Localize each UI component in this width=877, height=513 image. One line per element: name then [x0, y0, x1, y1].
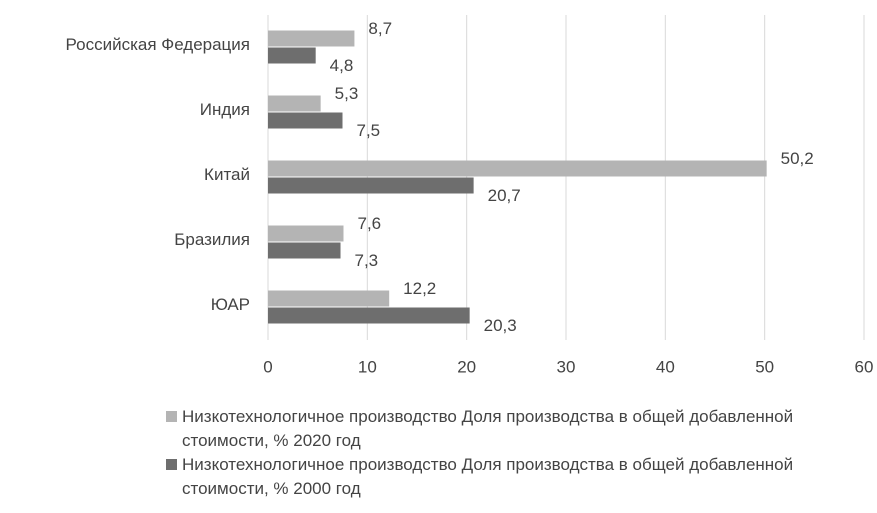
x-tick-label: 0 [263, 357, 272, 376]
data-label: 5,3 [335, 84, 359, 103]
legend-swatch [166, 459, 177, 470]
bar [268, 95, 321, 112]
legend-label: Низкотехнологичное производство Доля про… [182, 407, 794, 450]
y-tick-label: Китай [204, 165, 250, 184]
legend: Низкотехнологичное производство Доля про… [166, 405, 796, 501]
data-label: 20,3 [484, 316, 517, 335]
x-tick-label: 60 [855, 357, 874, 376]
plot: 0 10 20 30 40 50 60 Российская Федерация 8,7 4,8 И… [66, 15, 874, 376]
x-tick-label: 30 [557, 357, 576, 376]
legend-label: Низкотехнологичное производство Доля про… [182, 455, 794, 498]
bar [268, 242, 341, 259]
bar [268, 30, 355, 47]
x-tick-label: 40 [656, 357, 675, 376]
bar [268, 225, 344, 242]
y-tick-label: Индия [200, 100, 250, 119]
y-tick-label: Бразилия [174, 230, 250, 249]
bar [268, 307, 470, 324]
y-tick-label: ЮАР [211, 295, 250, 314]
y-tick-label: Российская Федерация [66, 35, 250, 54]
data-label: 8,7 [368, 19, 392, 38]
legend-swatch [166, 411, 177, 422]
data-label: 7,3 [355, 251, 379, 270]
bar [268, 112, 343, 129]
x-tick-label: 10 [358, 357, 377, 376]
x-tick-label: 20 [457, 357, 476, 376]
data-label: 7,5 [357, 121, 381, 140]
data-label: 4,8 [330, 56, 354, 75]
bar [268, 160, 767, 177]
data-label: 50,2 [781, 149, 814, 168]
legend-entry: Низкотехнологичное производство Доля про… [166, 453, 796, 501]
bar [268, 177, 474, 194]
data-label: 7,6 [357, 214, 381, 233]
bar [268, 290, 390, 307]
data-label: 20,7 [488, 186, 521, 205]
x-tick-label: 50 [755, 357, 774, 376]
bar [268, 47, 316, 64]
legend-entry: Низкотехнологичное производство Доля про… [166, 405, 796, 453]
data-label: 12,2 [403, 279, 436, 298]
